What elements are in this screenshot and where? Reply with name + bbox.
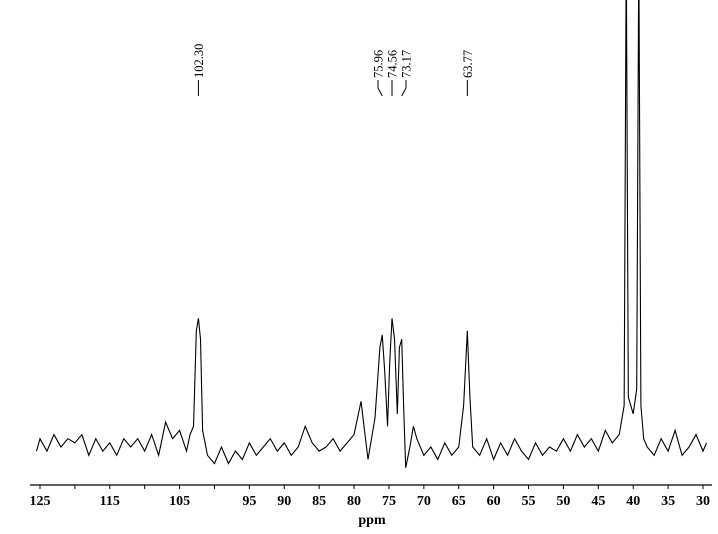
x-tick-label: 90: [277, 494, 291, 509]
x-tick-label: 95: [242, 494, 256, 509]
spectrum-line: [35, 0, 708, 468]
x-tick-label: 125: [29, 494, 50, 509]
x-tick-label: 80: [347, 494, 361, 509]
peak-label: 73.17: [399, 50, 413, 78]
x-tick-label: 40: [626, 494, 640, 509]
x-tick-label: 70: [417, 494, 431, 509]
plot-area: [35, 0, 708, 468]
x-tick-label: 45: [591, 494, 605, 509]
peak-label: 63.77: [461, 50, 475, 78]
x-tick-label: 75: [382, 494, 396, 509]
peak-label: 102.30: [192, 44, 206, 78]
peak-label: 74.56: [385, 50, 399, 78]
x-tick-label: 105: [169, 494, 190, 509]
x-tick-label: 115: [100, 494, 120, 509]
x-tick-label: 55: [522, 494, 536, 509]
x-tick-label: 50: [556, 494, 570, 509]
x-tick-label: 85: [312, 494, 326, 509]
x-axis-label: ppm: [358, 513, 386, 528]
x-tick-label: 30: [696, 494, 710, 509]
x-tick-label: 65: [452, 494, 466, 509]
x-tick-label: 35: [661, 494, 675, 509]
peak-marker: [401, 80, 407, 97]
x-tick-label: 60: [487, 494, 501, 509]
peak-label: 75.96: [371, 50, 385, 78]
peak-marker: [377, 80, 383, 97]
